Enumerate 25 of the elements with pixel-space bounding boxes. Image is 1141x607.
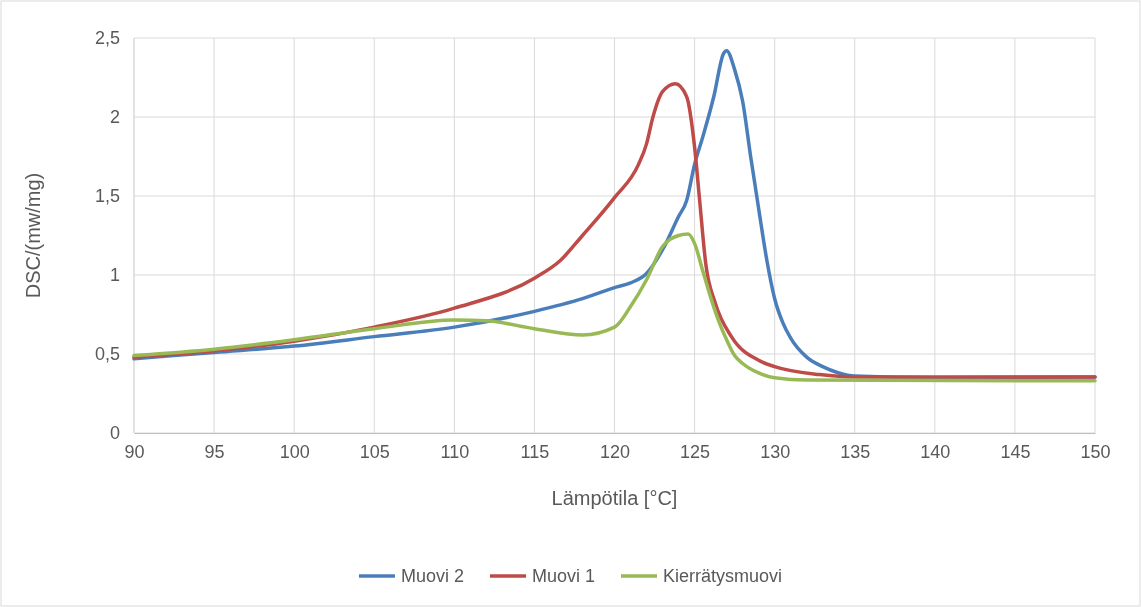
legend-label: Kierrätysmuovi xyxy=(663,566,783,586)
x-axis-title: Lämpötila [°C] xyxy=(551,487,678,509)
x-tick-label: 135 xyxy=(840,441,871,462)
y-tick-label: 0,5 xyxy=(94,344,120,365)
legend-label: Muovi 2 xyxy=(400,566,464,586)
x-tick-label: 95 xyxy=(204,441,225,462)
legend-label: Muovi 1 xyxy=(531,566,596,586)
x-tick-label: 105 xyxy=(359,441,390,462)
y-tick-label: 1 xyxy=(109,265,120,286)
x-tick-label: 110 xyxy=(440,441,470,462)
x-tick-label: 140 xyxy=(920,441,951,462)
x-tick-label: 150 xyxy=(1080,441,1111,462)
y-tick-label: 2 xyxy=(109,107,120,128)
x-tick-label: 90 xyxy=(124,441,145,462)
y-tick-label: 2,5 xyxy=(94,28,120,49)
y-tick-label: 0 xyxy=(109,423,120,444)
x-tick-label: 100 xyxy=(279,441,310,462)
x-tick-label: 130 xyxy=(760,441,791,462)
x-tick-label: 125 xyxy=(680,441,711,462)
y-axis-title: DSC/(mw/mg) xyxy=(22,172,44,299)
line-series xyxy=(132,232,1097,383)
x-tick-label: 145 xyxy=(1000,441,1031,462)
y-tick-label: 1,5 xyxy=(94,186,120,207)
x-tick-label: 115 xyxy=(520,441,550,462)
x-tick-label: 120 xyxy=(599,441,631,462)
